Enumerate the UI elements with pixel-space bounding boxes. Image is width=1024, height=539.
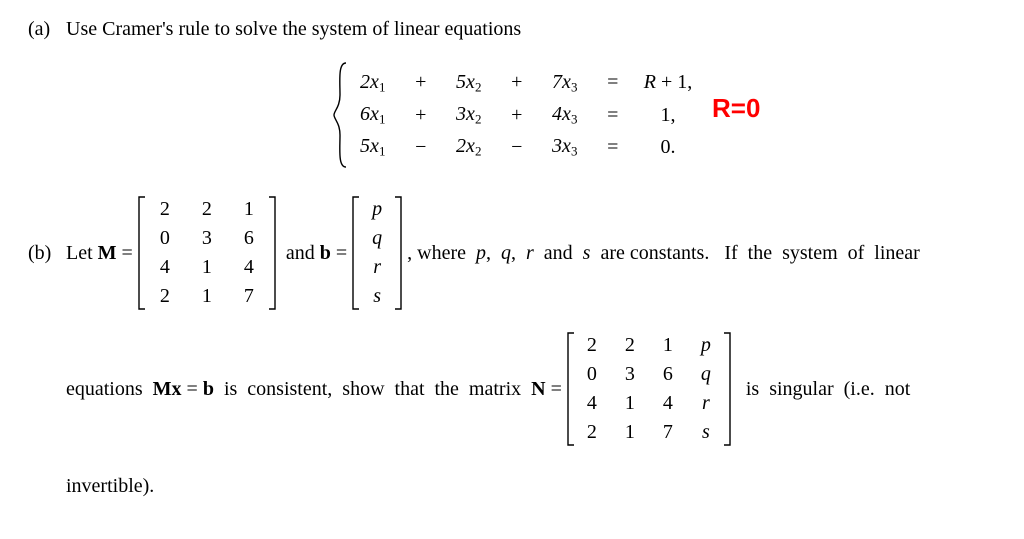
text-equations: equations — [66, 378, 153, 401]
n-cell: 2 — [580, 334, 604, 357]
m-cell: 4 — [151, 256, 179, 279]
right-bracket-icon — [722, 331, 732, 447]
left-bracket-icon — [566, 331, 576, 447]
part-a: (a) Use Cramer's rule to solve the syste… — [28, 18, 996, 41]
right-bracket-icon — [267, 195, 277, 311]
text-line2-mid: is consistent, show that the matrix — [214, 378, 531, 401]
part-b-line3: invertible). — [66, 475, 996, 498]
left-bracket-icon — [351, 195, 361, 311]
part-b-line2: equations Mx = b is consistent, show tha… — [66, 331, 996, 447]
matrix-M-grid: 221 036 414 217 — [151, 198, 263, 308]
n-cell: q — [694, 363, 718, 386]
matrix-N-grid: 221p 036q 414r 217s — [580, 334, 718, 444]
sys-cell: 2x2 — [452, 135, 486, 159]
N-equals: N = — [531, 378, 562, 401]
sys-cell: R + 1, — [644, 71, 693, 94]
text-line1-post: , where p, q, r and s are constants. If … — [407, 242, 920, 265]
part-b-label: (b) — [28, 242, 66, 265]
vector-b-grid: p q r s — [365, 198, 389, 308]
part-b: (b) Let M = 221 036 414 217 and b = p — [28, 195, 996, 498]
m-cell: 6 — [235, 227, 263, 250]
part-a-label: (a) — [28, 18, 66, 41]
sys-cell: = — [596, 104, 630, 127]
n-cell: p — [694, 334, 718, 357]
vector-b: p q r s — [351, 195, 403, 311]
b-cell: p — [365, 198, 389, 221]
b-cell: s — [365, 285, 389, 308]
m-cell: 1 — [193, 256, 221, 279]
m-cell: 7 — [235, 285, 263, 308]
n-cell: 4 — [580, 392, 604, 415]
n-cell: 2 — [618, 334, 642, 357]
equation-system: 2x1 + 5x2 + 7x3 = R + 1, 6x1 + 3x2 + 4x3… — [192, 61, 832, 169]
sys-cell: 0. — [644, 136, 693, 159]
Mx-eq-b: Mx = b — [153, 378, 214, 401]
sys-cell: = — [596, 71, 630, 94]
m-cell: 2 — [193, 198, 221, 221]
sys-cell: 3x2 — [452, 103, 486, 127]
sys-cell: 5x1 — [356, 135, 390, 159]
matrix-M: 221 036 414 217 — [137, 195, 277, 311]
sys-cell: + — [500, 71, 534, 94]
m-cell: 2 — [151, 198, 179, 221]
b-equals: b = — [320, 242, 347, 265]
m-cell: 1 — [193, 285, 221, 308]
left-brace-icon — [332, 61, 350, 169]
sys-cell: 6x1 — [356, 103, 390, 127]
n-cell: r — [694, 392, 718, 415]
m-cell: 3 — [193, 227, 221, 250]
m-cell: 1 — [235, 198, 263, 221]
part-b-line1: (b) Let M = 221 036 414 217 and b = p — [28, 195, 996, 311]
n-cell: 3 — [618, 363, 642, 386]
sys-cell: + — [404, 71, 438, 94]
m-cell: 2 — [151, 285, 179, 308]
matrix-N: 221p 036q 414r 217s — [566, 331, 732, 447]
n-cell: 6 — [656, 363, 680, 386]
n-cell: 2 — [580, 421, 604, 444]
sys-cell: 2x1 — [356, 71, 390, 95]
b-cell: r — [365, 256, 389, 279]
page-root: (a) Use Cramer's rule to solve the syste… — [0, 0, 1024, 508]
n-cell: 1 — [618, 392, 642, 415]
sys-cell: − — [500, 136, 534, 159]
m-cell: 4 — [235, 256, 263, 279]
b-cell: q — [365, 227, 389, 250]
n-cell: s — [694, 421, 718, 444]
part-a-prompt: Use Cramer's rule to solve the system of… — [66, 18, 996, 41]
text-let: Let — [66, 242, 98, 265]
sys-cell: 7x3 — [548, 71, 582, 95]
n-cell: 1 — [656, 334, 680, 357]
sys-cell: − — [404, 136, 438, 159]
sys-cell: + — [500, 104, 534, 127]
text-and: and — [281, 242, 320, 265]
right-bracket-icon — [393, 195, 403, 311]
n-cell: 0 — [580, 363, 604, 386]
n-cell: 7 — [656, 421, 680, 444]
sys-cell: 3x3 — [548, 135, 582, 159]
text-line2-post: is singular (i.e. not — [736, 378, 910, 401]
M-equals: M = — [98, 242, 133, 265]
sys-cell: 5x2 — [452, 71, 486, 95]
n-cell: 1 — [618, 421, 642, 444]
system-grid: 2x1 + 5x2 + 7x3 = R + 1, 6x1 + 3x2 + 4x3… — [356, 71, 693, 160]
sys-cell: = — [596, 136, 630, 159]
sys-cell: 4x3 — [548, 103, 582, 127]
n-cell: 4 — [656, 392, 680, 415]
left-bracket-icon — [137, 195, 147, 311]
annotation-r-equals-zero: R=0 — [712, 93, 760, 124]
sys-cell: + — [404, 104, 438, 127]
m-cell: 0 — [151, 227, 179, 250]
sys-cell: 1, — [644, 104, 693, 127]
